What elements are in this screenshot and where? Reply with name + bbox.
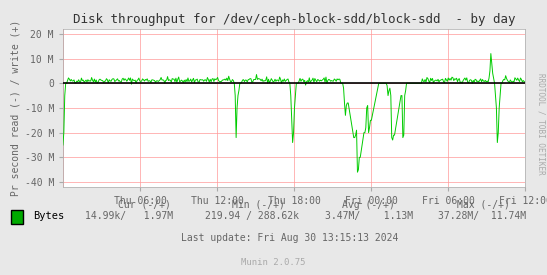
Text: Avg (-/+): Avg (-/+): [342, 200, 395, 210]
Text: Min (-/+): Min (-/+): [232, 200, 286, 210]
Text: 37.28M/  11.74M: 37.28M/ 11.74M: [438, 211, 526, 221]
Text: Cur (-/+): Cur (-/+): [118, 200, 171, 210]
Text: Max (-/+): Max (-/+): [457, 200, 510, 210]
Text: Last update: Fri Aug 30 13:15:13 2024: Last update: Fri Aug 30 13:15:13 2024: [181, 233, 398, 243]
Y-axis label: Pr second read (-) / write (+): Pr second read (-) / write (+): [10, 20, 20, 196]
Title: Disk throughput for /dev/ceph-block-sdd/block-sdd  - by day: Disk throughput for /dev/ceph-block-sdd/…: [73, 13, 515, 26]
Text: 14.99k/   1.97M: 14.99k/ 1.97M: [85, 211, 173, 221]
Text: 3.47M/    1.13M: 3.47M/ 1.13M: [325, 211, 414, 221]
Text: RRDTOOL / TOBI OETIKER: RRDTOOL / TOBI OETIKER: [537, 73, 545, 175]
Text: Bytes: Bytes: [33, 211, 64, 221]
Text: 219.94 / 288.62k: 219.94 / 288.62k: [205, 211, 299, 221]
Text: Munin 2.0.75: Munin 2.0.75: [241, 258, 306, 267]
